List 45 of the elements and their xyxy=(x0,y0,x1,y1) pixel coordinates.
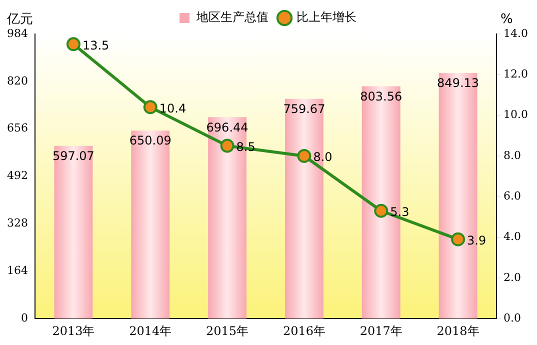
data-label: 759.67 xyxy=(283,102,326,116)
legend-label: 比上年增长 xyxy=(296,10,356,24)
data-label: 803.56 xyxy=(360,89,402,104)
bar xyxy=(131,130,170,319)
data-label: 3.9 xyxy=(467,233,486,248)
legend-label: 地区生产总值 xyxy=(196,10,268,24)
data-label: 8.0 xyxy=(313,150,332,164)
y-tick-label: 0 xyxy=(20,311,28,324)
point xyxy=(143,100,158,114)
data-label: 849.13 xyxy=(437,76,480,90)
x-tick-label: 2018年 xyxy=(436,324,480,338)
y2-tick-label: 12.0 xyxy=(504,68,528,81)
point xyxy=(220,138,234,153)
bar xyxy=(54,146,93,319)
y2-tick-label: 8.0 xyxy=(504,148,522,162)
data-label: 10.4 xyxy=(159,101,186,116)
y2-tick-label: 10.0 xyxy=(504,108,528,122)
x-tick-label: 2016年 xyxy=(282,324,326,338)
y2-tick-label: 14.0 xyxy=(504,26,528,40)
y-axis-title: 亿元 xyxy=(6,12,33,27)
y-tick-label: 820 xyxy=(6,74,28,88)
x-tick-label: 2013年 xyxy=(52,324,95,338)
point xyxy=(297,148,312,163)
y-tick-label: 984 xyxy=(6,26,28,40)
data-label: 650.09 xyxy=(129,134,172,148)
y-tick-label: 328 xyxy=(6,216,28,230)
data-label: 597.07 xyxy=(52,149,94,164)
data-label: 13.5 xyxy=(82,38,110,52)
y2-tick-label: 0.0 xyxy=(504,311,522,324)
y-tick-label: 164 xyxy=(6,264,28,278)
y2-tick-label: 2.0 xyxy=(504,270,522,284)
point xyxy=(374,204,388,218)
point xyxy=(451,232,466,246)
y-tick-label: 656 xyxy=(6,122,28,135)
data-label: 5.3 xyxy=(390,204,410,219)
point xyxy=(66,37,80,52)
y2-tick-label: 6.0 xyxy=(504,189,522,202)
data-label: 8.5 xyxy=(236,140,256,154)
x-tick-label: 2017年 xyxy=(360,324,402,338)
y2-tick-label: 4.0 xyxy=(504,230,522,244)
y-tick-label: 492 xyxy=(6,169,28,182)
data-label: 696.44 xyxy=(206,120,248,134)
y2-axis-title: % xyxy=(500,12,513,27)
x-tick-label: 2015年 xyxy=(206,324,249,338)
x-tick-label: 2014年 xyxy=(129,324,172,338)
